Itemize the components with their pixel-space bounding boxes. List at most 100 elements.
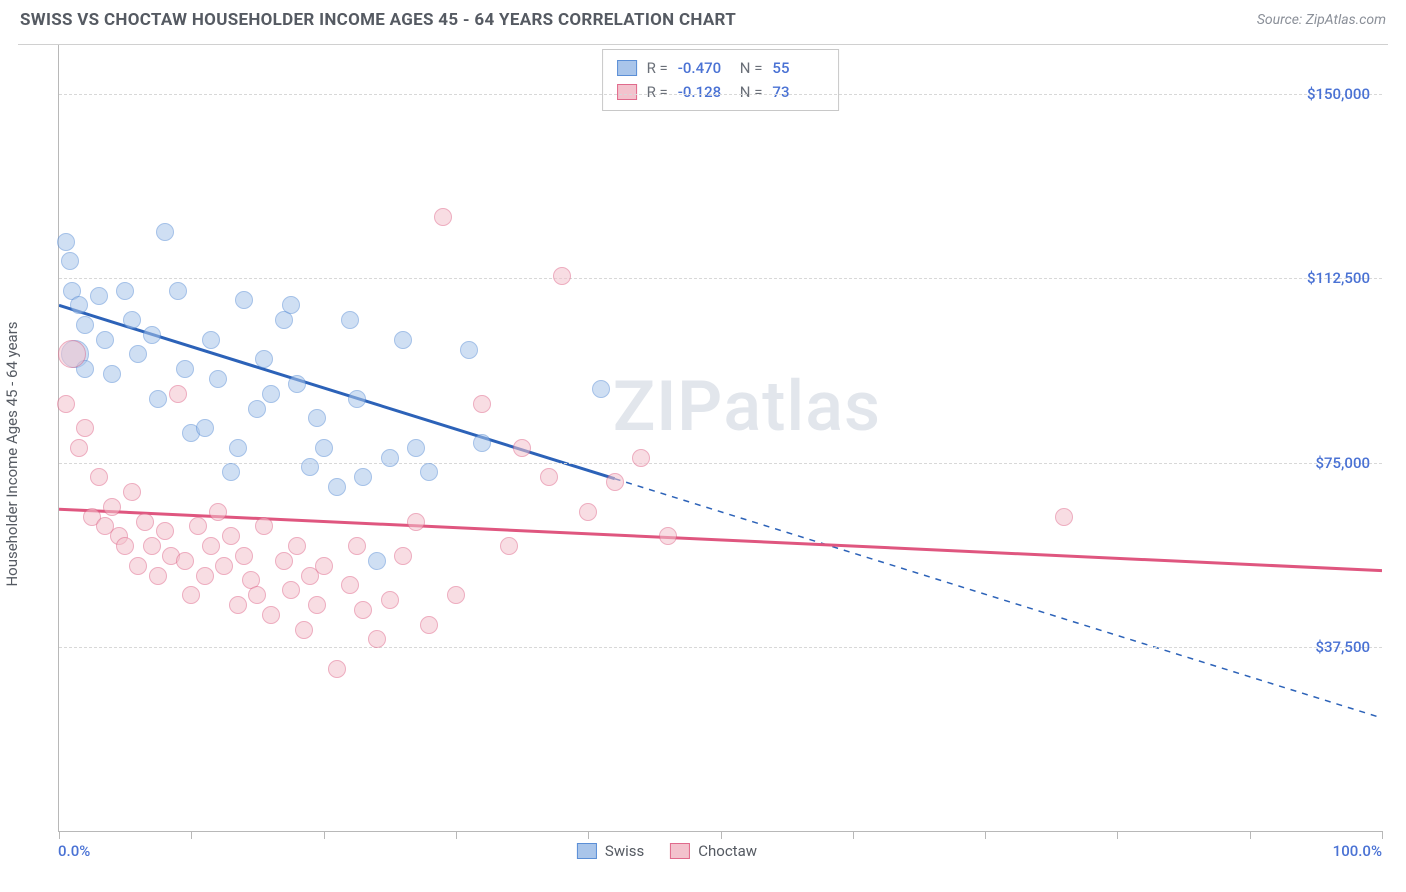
y-tick-label: $75,000 [1315,454,1370,472]
legend-swatch [617,84,637,100]
x-tick [59,831,60,839]
data-point [288,537,306,555]
x-tick [191,831,192,839]
data-point [61,252,79,270]
gridline [59,463,1382,464]
data-point [553,267,571,285]
data-point [255,517,273,535]
data-point [282,296,300,314]
legend-label: Choctaw [698,842,757,860]
x-tick [985,831,986,839]
n-value: 55 [772,56,824,80]
data-point [473,395,491,413]
data-point [136,513,154,531]
data-point [149,390,167,408]
data-point [447,586,465,604]
data-point [407,439,425,457]
data-point [348,537,366,555]
data-point [90,468,108,486]
data-point [248,586,266,604]
data-point [255,350,273,368]
data-point [579,503,597,521]
data-point [202,537,220,555]
data-point [222,527,240,545]
gridline [59,278,1382,279]
data-point [328,660,346,678]
chart-container: Householder Income Ages 45 - 64 years ZI… [18,44,1388,862]
data-point [209,370,227,388]
data-point [606,473,624,491]
data-point [295,621,313,639]
x-tick [1250,831,1251,839]
x-tick [456,831,457,839]
data-point [262,385,280,403]
data-point [209,503,227,521]
data-point [235,291,253,309]
stats-row: R = -0.128 N = 73 [617,80,825,104]
data-point [129,557,147,575]
data-point [592,380,610,398]
data-point [156,522,174,540]
y-tick-label: $112,500 [1307,269,1370,287]
data-point [57,233,75,251]
r-value: -0.128 [678,80,730,104]
data-point [394,547,412,565]
data-point [282,581,300,599]
x-tick [1382,831,1383,839]
legend-item: Choctaw [670,842,757,860]
data-point [420,463,438,481]
data-point [123,311,141,329]
data-point [354,601,372,619]
data-point [182,586,200,604]
data-point [540,468,558,486]
n-label: N = [740,80,763,104]
legend-swatch [577,843,597,859]
data-point [143,537,161,555]
data-point [235,547,253,565]
data-point [354,468,372,486]
data-point [129,345,147,363]
chart-title: SWISS VS CHOCTAW HOUSEHOLDER INCOME AGES… [20,10,736,30]
data-point [156,223,174,241]
data-point [381,449,399,467]
gridline [59,647,1382,648]
data-point [341,311,359,329]
data-point [76,316,94,334]
r-label: R = [647,56,668,80]
data-point [368,552,386,570]
n-value: 73 [772,80,824,104]
data-point [196,419,214,437]
data-point [116,537,134,555]
data-point [229,596,247,614]
data-point [659,527,677,545]
data-point [176,552,194,570]
data-point [381,591,399,609]
data-point [70,296,88,314]
data-point [513,439,531,457]
data-point [222,463,240,481]
data-point [143,326,161,344]
data-point [308,596,326,614]
data-point [460,341,478,359]
data-point [57,395,75,413]
data-point [328,478,346,496]
data-point [434,208,452,226]
data-point [202,331,220,349]
legend-label: Swiss [605,842,644,860]
r-value: -0.470 [678,56,730,80]
data-point [315,439,333,457]
data-point [90,287,108,305]
data-point [103,498,121,516]
data-point [116,282,134,300]
r-label: R = [647,80,668,104]
data-point [368,630,386,648]
data-point [70,439,88,457]
data-point [315,557,333,575]
data-point [76,419,94,437]
data-point [500,537,518,555]
data-point [96,331,114,349]
data-point [420,616,438,634]
data-point [1055,508,1073,526]
x-tick [588,831,589,839]
stats-row: R =-0.470N =55 [617,56,825,80]
